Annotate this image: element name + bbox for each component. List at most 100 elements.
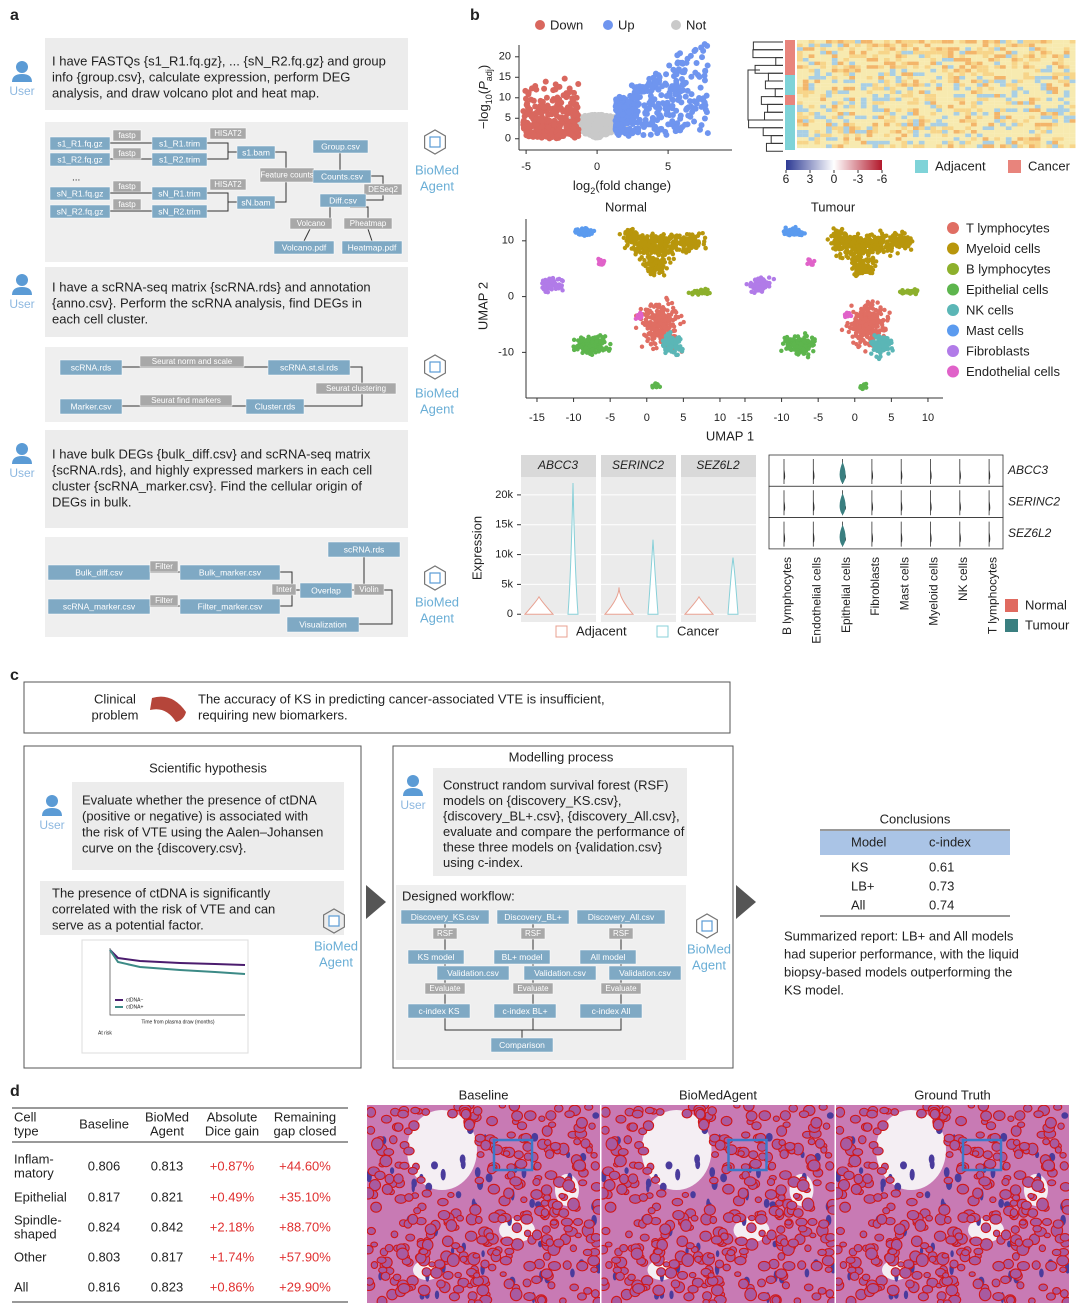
- volcano-point: [539, 98, 546, 105]
- heat-cell: [831, 101, 838, 105]
- heat-cell: [936, 65, 943, 69]
- umap-point: [543, 288, 548, 293]
- volcano-point: [541, 85, 548, 92]
- heat-cell: [884, 65, 890, 69]
- heat-cell: [959, 119, 966, 123]
- umap-point: [897, 233, 903, 238]
- umap-point: [630, 226, 635, 232]
- heat-cell: [959, 104, 966, 109]
- heat-cell: [1000, 112, 1006, 116]
- heat-cell: [802, 61, 809, 66]
- heat-cell: [1005, 112, 1012, 116]
- volcano-point: [520, 108, 527, 115]
- heat-cell: [797, 90, 803, 95]
- heat-cell: [1046, 61, 1053, 66]
- heat-cell: [878, 43, 885, 48]
- volcano-point: [563, 123, 570, 130]
- heat-cell: [918, 68, 925, 73]
- heat-cell: [988, 104, 995, 109]
- umap-point: [884, 335, 889, 341]
- heat-cell: [808, 65, 815, 69]
- tool-node: [315, 382, 397, 395]
- heat-cell: [1017, 72, 1024, 77]
- heat-cell: [1058, 97, 1064, 102]
- heat-cell: [1011, 115, 1018, 120]
- umap-point: [663, 336, 669, 342]
- heat-cell: [1011, 97, 1018, 102]
- heat-cell: [1069, 43, 1076, 48]
- heat-cell: [1034, 47, 1041, 51]
- heat-cell: [953, 72, 960, 77]
- heat-cell: [994, 65, 1001, 69]
- umap-point: [830, 240, 836, 246]
- umap-point: [880, 340, 885, 345]
- heat-cell: [1011, 133, 1018, 138]
- heat-cell: [953, 79, 960, 84]
- heat-cell: [866, 104, 873, 109]
- heat-cell: [901, 76, 908, 80]
- dendrogram: [765, 142, 783, 152]
- heat-cell: [831, 54, 838, 59]
- heat-cell: [1029, 137, 1035, 141]
- heat-cell: [959, 50, 966, 55]
- label: Pheatmap: [350, 219, 387, 228]
- heat-cell: [831, 94, 838, 98]
- heat-cell: [878, 104, 885, 109]
- umap-point: [703, 246, 708, 251]
- heat-cell: [982, 122, 989, 127]
- heat-cell: [866, 83, 873, 87]
- heat-cell: [1034, 43, 1041, 48]
- heat-cell: [849, 40, 856, 44]
- heat-cell: [797, 101, 803, 105]
- file-node: [341, 240, 403, 255]
- heat-cell: [907, 144, 914, 149]
- heat-cell: [814, 94, 821, 98]
- heat-cell: [814, 101, 821, 105]
- heat-cell: [808, 104, 815, 109]
- heat-cell: [1011, 86, 1018, 91]
- volcano-point: [542, 78, 549, 85]
- heat-cell: [1000, 43, 1006, 48]
- heat-cell: [901, 61, 908, 66]
- umap-point: [639, 344, 645, 349]
- heat-cell: [1069, 86, 1076, 91]
- umap-point: [873, 342, 878, 347]
- heat-cell: [884, 54, 890, 59]
- heat-cell: [826, 133, 832, 138]
- umap-point: [863, 349, 868, 354]
- heat-cell: [947, 72, 954, 77]
- heat-cell: [965, 47, 972, 51]
- heat-cell: [1017, 50, 1024, 55]
- umap-point: [617, 232, 623, 237]
- heat-cell: [907, 104, 914, 109]
- heat-cell: [1052, 126, 1059, 131]
- volcano-point: [640, 131, 647, 138]
- heat-cell: [901, 54, 908, 59]
- volcano-point: [532, 82, 539, 89]
- heat-cell: [884, 112, 890, 116]
- umap-point: [685, 240, 690, 245]
- heat-cell: [802, 40, 809, 44]
- heat-cell: [860, 140, 867, 145]
- heat-cell: [1005, 97, 1012, 102]
- heat-cell: [936, 50, 943, 55]
- heat-cell: [907, 140, 914, 145]
- umap-point: [897, 244, 902, 250]
- heat-cell: [1017, 58, 1024, 62]
- heat-cell: [889, 108, 896, 113]
- heat-cell: [1063, 137, 1070, 141]
- heat-cell: [913, 94, 919, 98]
- heat-cell: [843, 65, 850, 69]
- heat-cell: [797, 133, 803, 138]
- heat-cell: [889, 47, 896, 51]
- volcano-point: [624, 126, 631, 133]
- heat-cell: [918, 126, 925, 131]
- heat-cell: [930, 97, 937, 102]
- heat-cell: [942, 97, 948, 102]
- heat-cell: [1058, 94, 1064, 98]
- heat-cell: [1029, 119, 1035, 123]
- umap-point: [857, 319, 863, 325]
- heat-cell: [994, 50, 1001, 55]
- umap-point: [648, 271, 653, 277]
- heat-cell: [889, 137, 896, 141]
